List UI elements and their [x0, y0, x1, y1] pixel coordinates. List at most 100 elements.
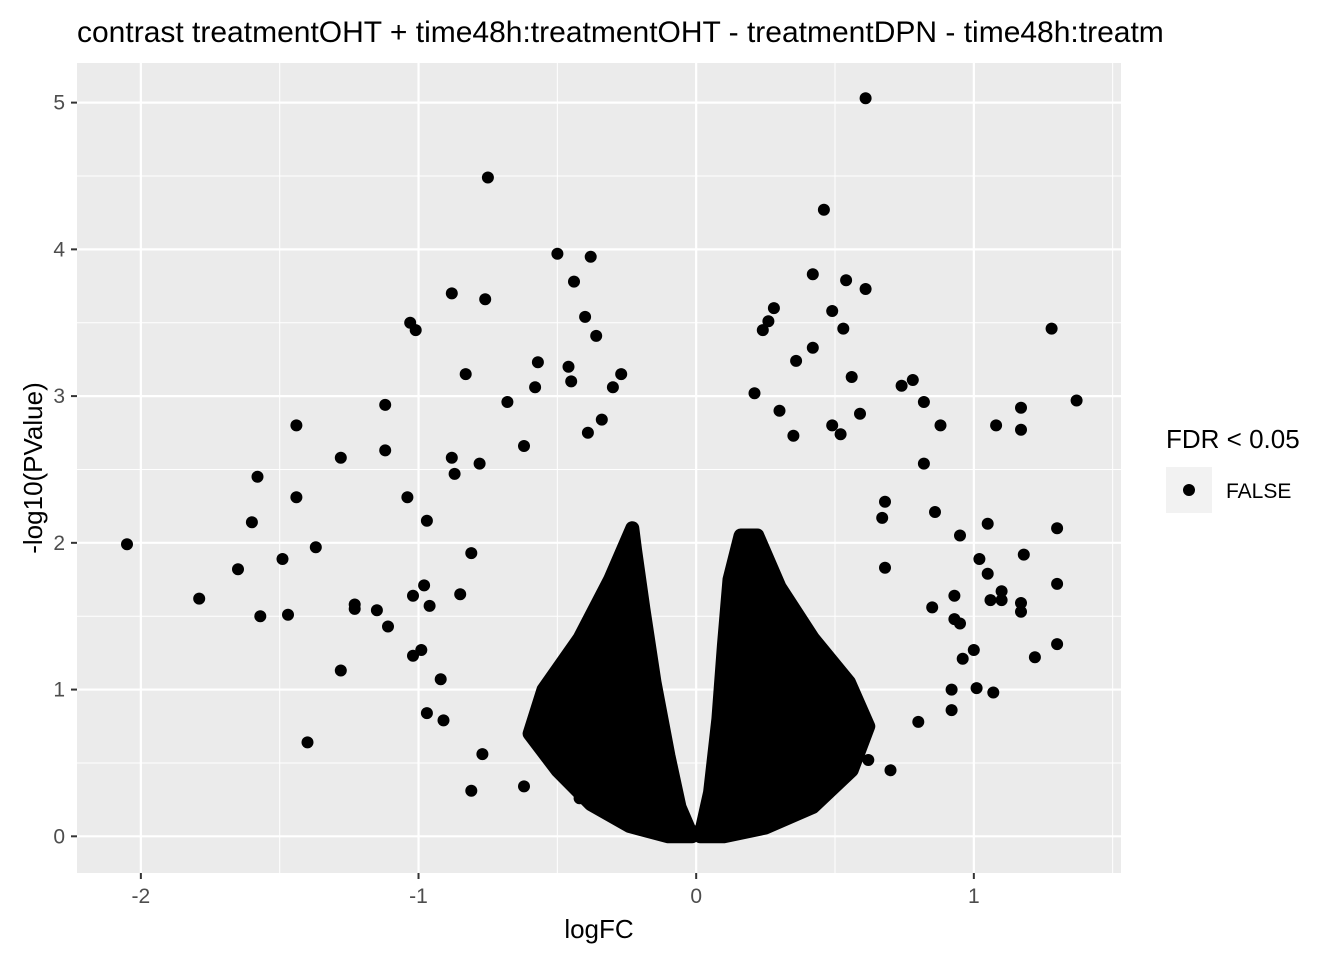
data-point — [573, 792, 586, 805]
data-point — [434, 673, 447, 686]
data-point — [370, 604, 383, 617]
data-point — [579, 310, 592, 323]
data-point — [276, 553, 289, 565]
data-point — [418, 579, 431, 592]
data-point — [859, 283, 872, 295]
data-point — [1051, 577, 1064, 590]
x-tick-label: 1 — [968, 885, 980, 908]
data-point — [1015, 597, 1027, 609]
data-point — [748, 387, 761, 400]
data-point — [806, 268, 819, 281]
x-tick-label: -1 — [409, 885, 428, 908]
data-point — [926, 601, 939, 614]
data-point — [945, 683, 958, 696]
data-point — [473, 457, 486, 470]
data-point — [1070, 394, 1083, 407]
dense-cloud-right — [693, 528, 876, 844]
data-point — [967, 644, 980, 656]
data-point — [606, 381, 619, 394]
data-point — [834, 428, 847, 441]
data-point — [615, 368, 628, 381]
data-point — [437, 714, 450, 727]
data-point — [884, 764, 897, 777]
data-point — [837, 322, 850, 335]
data-point — [934, 419, 947, 432]
y-tick-label: 5 — [53, 92, 65, 115]
data-point — [420, 707, 433, 720]
data-point — [973, 553, 986, 565]
data-point — [581, 426, 594, 439]
y-tick-label: 2 — [53, 532, 65, 555]
chart-title: contrast treatmentOHT + time48h:treatmen… — [77, 16, 1164, 49]
data-point — [420, 514, 433, 527]
data-point — [401, 491, 414, 504]
data-point — [382, 620, 394, 633]
data-point — [290, 419, 303, 432]
legend-key-point — [1183, 484, 1195, 496]
data-point — [995, 594, 1008, 607]
data-point — [912, 715, 925, 728]
data-point — [309, 541, 322, 554]
data-point — [562, 360, 575, 373]
data-point — [551, 247, 564, 260]
data-point — [1015, 605, 1027, 618]
data-point — [282, 608, 294, 621]
data-point — [948, 589, 961, 602]
data-point — [334, 451, 347, 464]
data-point — [595, 413, 608, 426]
y-axis-label: -log10(PValue) — [18, 382, 48, 554]
data-point — [954, 529, 966, 542]
data-points — [121, 92, 1083, 805]
y-tick-label: 3 — [53, 385, 65, 408]
data-point — [917, 396, 930, 408]
data-point — [876, 511, 889, 524]
legend-title: FDR < 0.05 — [1166, 424, 1300, 454]
y-tick-label: 4 — [53, 238, 65, 261]
data-point — [407, 589, 419, 602]
data-point — [529, 381, 542, 394]
data-point — [290, 491, 303, 504]
data-point — [840, 274, 853, 287]
data-point — [1051, 638, 1064, 651]
x-axis-label: logFC — [564, 914, 633, 944]
data-point — [251, 470, 264, 483]
data-point — [826, 305, 839, 317]
data-point — [379, 444, 392, 457]
data-point — [448, 467, 461, 480]
data-point — [232, 563, 244, 576]
data-point — [409, 324, 422, 337]
data-point — [762, 315, 775, 328]
data-point — [465, 784, 478, 797]
data-point — [879, 495, 891, 508]
x-tick-label: -2 — [132, 885, 151, 908]
data-point — [531, 356, 544, 369]
data-point — [767, 302, 780, 315]
data-point — [845, 371, 858, 383]
data-point — [929, 506, 941, 518]
data-point — [245, 516, 258, 529]
data-point — [254, 610, 267, 623]
data-point — [954, 617, 966, 630]
data-point — [415, 644, 428, 656]
data-point — [995, 585, 1008, 598]
data-point — [1028, 651, 1041, 664]
data-point — [987, 686, 1000, 699]
data-point — [568, 275, 580, 288]
data-point — [945, 704, 958, 717]
data-point — [459, 368, 472, 381]
y-tick-label: 0 — [53, 825, 65, 848]
data-point — [790, 354, 803, 367]
grid-minor — [77, 63, 1121, 873]
data-point — [1051, 522, 1064, 535]
x-tick-label: 0 — [690, 885, 702, 908]
data-point — [423, 599, 436, 612]
data-point — [454, 588, 467, 601]
data-point — [1045, 322, 1058, 335]
data-point — [1015, 401, 1027, 414]
legend: FDR < 0.05 FALSE — [1166, 424, 1300, 513]
data-point — [518, 780, 530, 793]
axis-ticks: -2 -1 0 1 0 1 2 3 4 5 — [53, 92, 979, 908]
data-point — [906, 374, 919, 386]
data-point — [984, 594, 997, 607]
